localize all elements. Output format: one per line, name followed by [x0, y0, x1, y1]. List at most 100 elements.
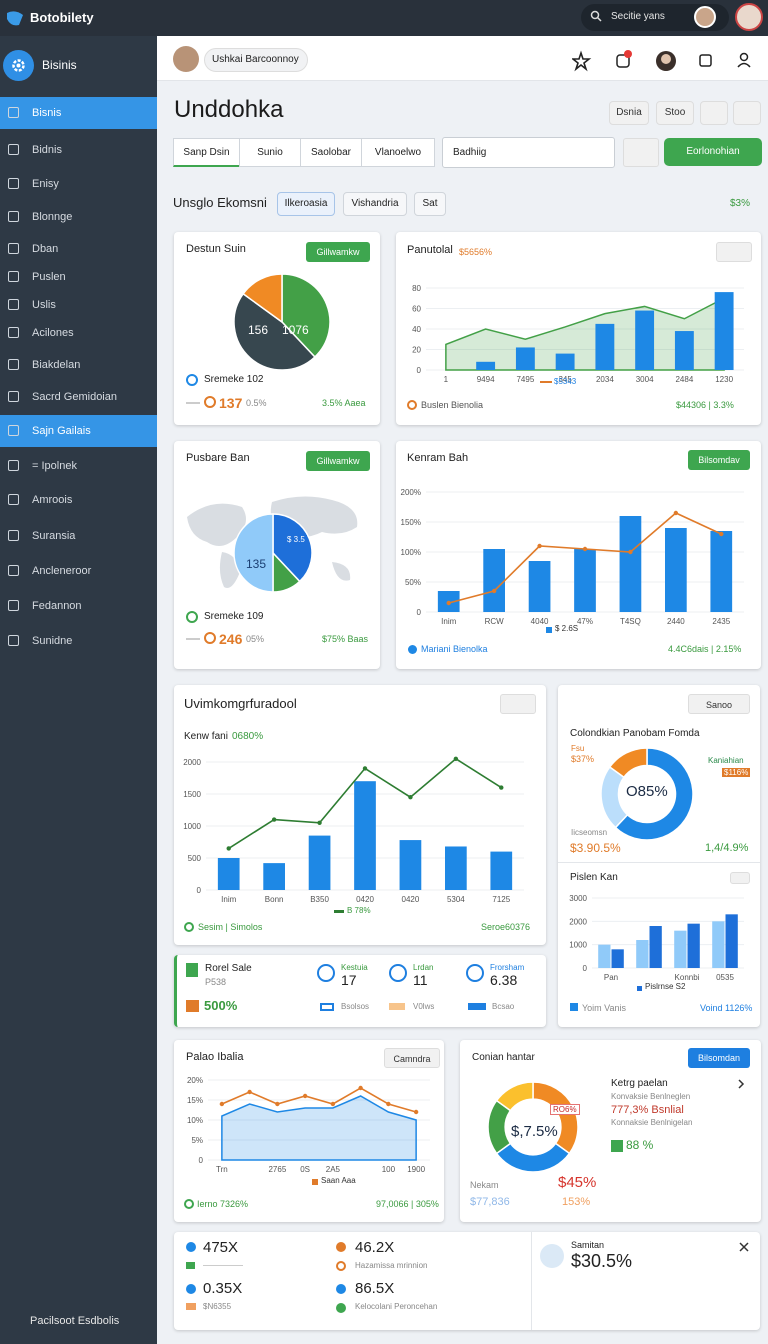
menu-label: Blonnge: [32, 211, 73, 223]
tab[interactable]: Saolobar: [300, 138, 362, 167]
y-tick-label: 200%: [401, 488, 421, 497]
x-tick-label: 3004: [636, 375, 654, 384]
y-tick-label: 40: [412, 325, 421, 334]
icon-button[interactable]: [700, 101, 728, 125]
y-tick-label: 1000: [569, 941, 587, 950]
card-button[interactable]: Gillwamkw: [306, 451, 370, 471]
tab[interactable]: Sunio: [239, 138, 301, 167]
combo-chart: 0 50% 100% 150% 200% Inim RCW 4040 47% T4SQ 2440 24…: [401, 488, 744, 626]
action-button[interactable]: Eorlonohian: [664, 138, 762, 166]
menu-item[interactable]: Puslen: [0, 261, 157, 293]
menu-item[interactable]: Blonnge: [0, 201, 157, 233]
kpi-note: Hazamissa mrinnion: [355, 1261, 428, 1270]
menu-item[interactable]: Sacrd Gemidoian: [0, 381, 157, 413]
card-button[interactable]: Sanoo: [688, 694, 750, 714]
icon-button[interactable]: [730, 872, 750, 884]
chip[interactable]: Vishandria: [343, 192, 407, 216]
menu-item[interactable]: Sajn Gailais: [0, 415, 157, 447]
menu-item[interactable]: Acilones: [0, 317, 157, 349]
menu-item[interactable]: Dban: [0, 233, 157, 265]
point: [628, 549, 633, 555]
button[interactable]: Dsnia: [609, 101, 649, 125]
button[interactable]: Stoo: [656, 101, 694, 125]
tab-label: Sunio: [257, 147, 283, 158]
menu-item[interactable]: Bisnis: [0, 97, 157, 129]
y-tick-label: 0: [417, 366, 422, 375]
menu-label: Sacrd Gemidoian: [32, 391, 117, 403]
filter[interactable]: $3%: [730, 198, 751, 209]
legend-icon: [540, 381, 552, 383]
menu-item[interactable]: = Ipolnek: [0, 450, 157, 482]
kpi-icon: [186, 1242, 196, 1252]
menu-item[interactable]: Sunidne: [0, 625, 157, 657]
legend: $5343: [554, 377, 577, 386]
icon-button[interactable]: [733, 101, 761, 125]
stat-icon: [611, 1140, 623, 1152]
point: [386, 1101, 391, 1107]
combo-chart: 0 500 1000 1500 2000 Inim Bonn B350 0420 0420 5304…: [183, 756, 524, 904]
menu-item[interactable]: Uslis: [0, 289, 157, 321]
y-tick-label: 20%: [187, 1076, 203, 1085]
avatar[interactable]: [735, 3, 763, 31]
y-tick-label: 2000: [183, 758, 201, 767]
kpi-value: 475X: [203, 1239, 239, 1256]
card-button[interactable]: Bilsomdav: [688, 450, 750, 470]
y-tick-label: 80: [412, 284, 421, 293]
card-title: Conian hantar: [472, 1052, 535, 1063]
chip[interactable]: Ilkeroasia: [277, 192, 335, 216]
menu-item[interactable]: Enisy: [0, 168, 157, 200]
stat: 88 %: [626, 1138, 654, 1152]
legend: $ 2.6S: [555, 624, 579, 633]
menu-item[interactable]: Suransia: [0, 520, 157, 552]
search-text: Secitie yans: [611, 11, 665, 22]
card-button[interactable]: Gillwamkw: [306, 242, 370, 262]
icon-button[interactable]: [500, 694, 536, 714]
donut-center: O85%: [626, 783, 668, 800]
tab[interactable]: Vlanoelwo: [361, 138, 435, 167]
legend-icon: [186, 611, 198, 623]
bar: [598, 944, 611, 968]
search-icon: [590, 10, 602, 22]
y-tick-label: 0: [197, 886, 202, 895]
close-icon[interactable]: [739, 1242, 749, 1252]
area: [221, 1095, 417, 1161]
kpi-value: 86.5X: [355, 1280, 395, 1297]
card-title: Colondkian Panobam Fomda: [570, 728, 700, 739]
x-tick-label: 2765: [268, 1165, 286, 1174]
icon-button[interactable]: [623, 138, 659, 167]
stat: 137: [219, 395, 243, 411]
bar: [636, 940, 649, 968]
point: [302, 1093, 308, 1099]
menu-item[interactable]: Fedannon: [0, 590, 157, 622]
card-title: Kenram Bah: [407, 452, 469, 464]
user-pill[interactable]: Ushkai Barcoonnoy: [204, 48, 308, 72]
x-tick-label: B350: [310, 895, 329, 904]
donut-chart: [487, 1081, 579, 1173]
search-input[interactable]: Badhiig: [442, 137, 615, 168]
tab[interactable]: Sanp Dsin: [173, 138, 240, 167]
x-tick-label: 47%: [577, 617, 593, 626]
chip[interactable]: Sat: [414, 192, 446, 216]
card-button[interactable]: Camndra: [384, 1048, 440, 1068]
bar: [674, 930, 687, 968]
card-title: Destun Suin: [186, 243, 246, 255]
card-button[interactable]: Bilsomdan: [688, 1048, 750, 1068]
menu-item[interactable]: Bidnis: [0, 134, 157, 166]
stat-note: 05%: [246, 634, 265, 644]
y-tick-label: 150%: [401, 518, 421, 527]
avatar[interactable]: [694, 6, 716, 28]
menu-item[interactable]: Ancleneroor: [0, 555, 157, 587]
bar: [574, 549, 596, 612]
user-avatar[interactable]: [173, 46, 199, 72]
chevron[interactable]: [737, 1079, 745, 1089]
card: [174, 1232, 760, 1330]
badge: 0680%: [232, 731, 264, 742]
x-tick-label: 7125: [492, 895, 510, 904]
icon-button[interactable]: [716, 242, 752, 262]
menu-item[interactable]: Biakdelan: [0, 349, 157, 381]
menu-item[interactable]: Amroois: [0, 484, 157, 516]
note-icon: [320, 1003, 334, 1011]
x-tick-label: 345: [558, 375, 572, 384]
x-tick-label: 1230: [715, 375, 733, 384]
